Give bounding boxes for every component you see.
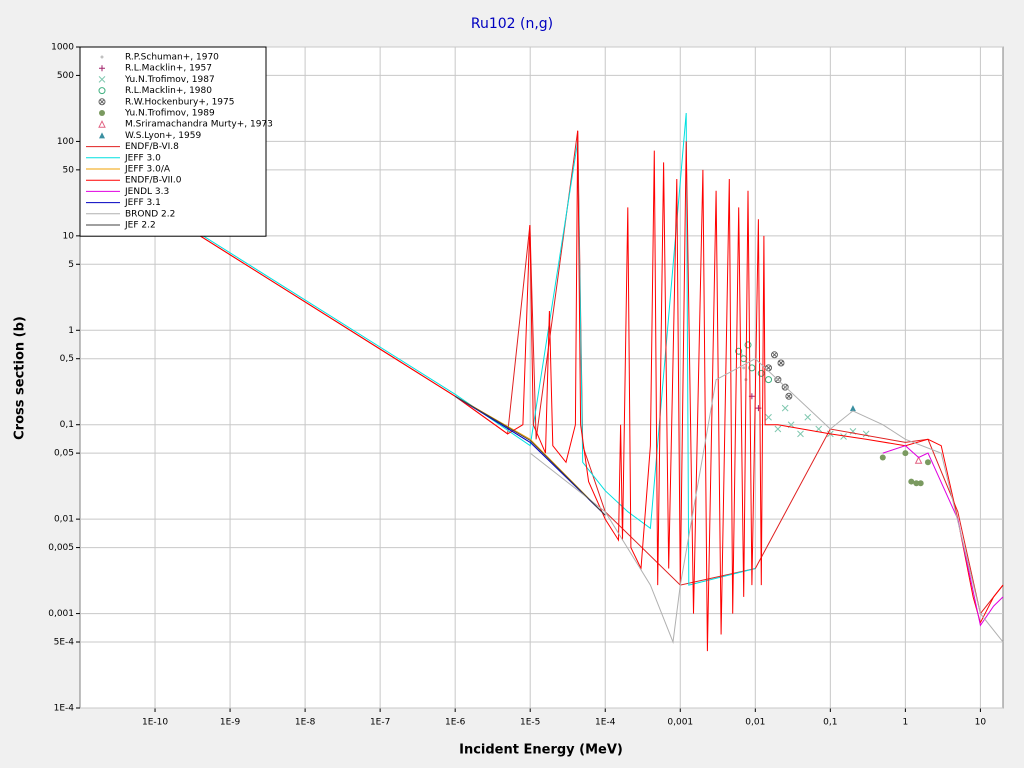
legend-label: JEFF 3.0 [124, 153, 161, 163]
legend-label: BROND 2.2 [125, 209, 175, 219]
data-point [765, 413, 772, 421]
y-axis-label: Cross section (b) [13, 316, 28, 440]
legend-label: Yu.N.Trofimov, 1987 [124, 75, 215, 85]
legend-label: R.P.Schuman+, 1970 [125, 53, 219, 63]
x-tick-label: 0,01 [745, 718, 765, 728]
legend-label: M.Sriramachandra Murty+, 1973 [125, 120, 273, 130]
legend-label: JEFF 3.0/A [124, 165, 171, 175]
x-tick-label: 1E-7 [370, 718, 390, 728]
x-axis-label: Incident Energy (MeV) [459, 743, 623, 758]
legend-marker [99, 110, 105, 116]
y-tick-label: 0,05 [54, 449, 74, 459]
data-point [742, 366, 746, 370]
y-tick-label: 0,01 [54, 515, 74, 525]
data-point [849, 405, 856, 412]
data-point [914, 456, 923, 464]
legend-marker [98, 120, 106, 128]
data-point [770, 351, 778, 359]
x-tick-label: 1 [903, 718, 909, 728]
legend-label: JEF 2.2 [124, 221, 156, 231]
legend-label: R.L.Macklin+, 1980 [125, 86, 212, 96]
data-point [785, 392, 793, 400]
legend-label: ENDF/B-VII.0 [125, 176, 182, 186]
legend-box [79, 46, 267, 237]
grid: 1E-10 1E-9 1E-8 1E-7 1E-6 1E-5 1E-4 0,001 0,01 0,… [48, 43, 1003, 728]
legend-label: JENDL 3.3 [124, 187, 169, 197]
legend-label: JEFF 3.1 [124, 198, 161, 208]
data-point [804, 413, 812, 421]
data-point [840, 433, 847, 440]
data-point [913, 480, 920, 487]
data-point [797, 430, 804, 438]
y-tick-label: 1E-4 [54, 704, 75, 714]
data-point [765, 376, 773, 384]
data-line [454, 395, 606, 516]
y-tick-label: 50 [63, 165, 75, 175]
data-point [902, 450, 909, 457]
y-tick-label: 5 [68, 260, 74, 270]
x-tick-label: 1E-8 [295, 718, 316, 728]
y-tick-label: 1 [68, 326, 74, 336]
legend-label: Yu.N.Trofimov, 1989 [124, 109, 215, 119]
legend-marker [98, 87, 106, 95]
x-tick-label: 1E-5 [520, 718, 540, 728]
data-point [748, 364, 756, 372]
chart-title: Ru102 (n,g) [471, 16, 553, 32]
plot [79, 112, 1004, 652]
y-tick-label: 0,001 [48, 609, 74, 619]
x-tick-label: 0,001 [667, 718, 693, 728]
legend-label: R.W.Hockenbury+, 1975 [125, 97, 235, 107]
data-point [757, 369, 765, 377]
legend-marker [98, 76, 106, 83]
data-point [917, 480, 924, 487]
y-tick-label: 0,5 [60, 354, 74, 364]
data-line [529, 358, 1004, 644]
data-point [908, 478, 915, 485]
data-point [924, 459, 931, 466]
x-tick-label: 1E-10 [142, 718, 168, 728]
legend-label: ENDF/B-VI.8 [125, 142, 179, 152]
legend-label: R.L.Macklin+, 1957 [125, 64, 212, 74]
legend-marker [99, 65, 105, 72]
y-tick-label: 5E-4 [54, 637, 75, 647]
data-point [735, 347, 743, 355]
legend-marker [99, 132, 105, 139]
legend-label: W.S.Lyon+, 1959 [125, 131, 201, 141]
y-tick-label: 1000 [51, 43, 74, 53]
y-tick-label: 0,005 [48, 543, 74, 553]
y-tick-label: 500 [57, 71, 74, 81]
data-line [79, 130, 1004, 652]
legend-marker [100, 55, 104, 59]
x-tick-label: 1E-9 [220, 718, 241, 728]
x-tick-label: 0,1 [823, 718, 837, 728]
data-point [755, 405, 762, 412]
data-point [879, 454, 886, 461]
data-point [781, 404, 789, 412]
data-point [777, 359, 785, 367]
x-tick-label: 1E-4 [595, 718, 616, 728]
y-tick-label: 100 [57, 137, 74, 147]
legend-marker [98, 98, 106, 106]
x-tick-label: 10 [975, 718, 987, 728]
data-point [744, 341, 752, 349]
data-point [774, 425, 782, 433]
y-tick-label: 10 [63, 231, 75, 241]
y-tick-label: 0,1 [60, 420, 74, 430]
data-line [882, 445, 1004, 627]
data-line [79, 112, 756, 586]
x-tick-label: 1E-6 [445, 718, 466, 728]
